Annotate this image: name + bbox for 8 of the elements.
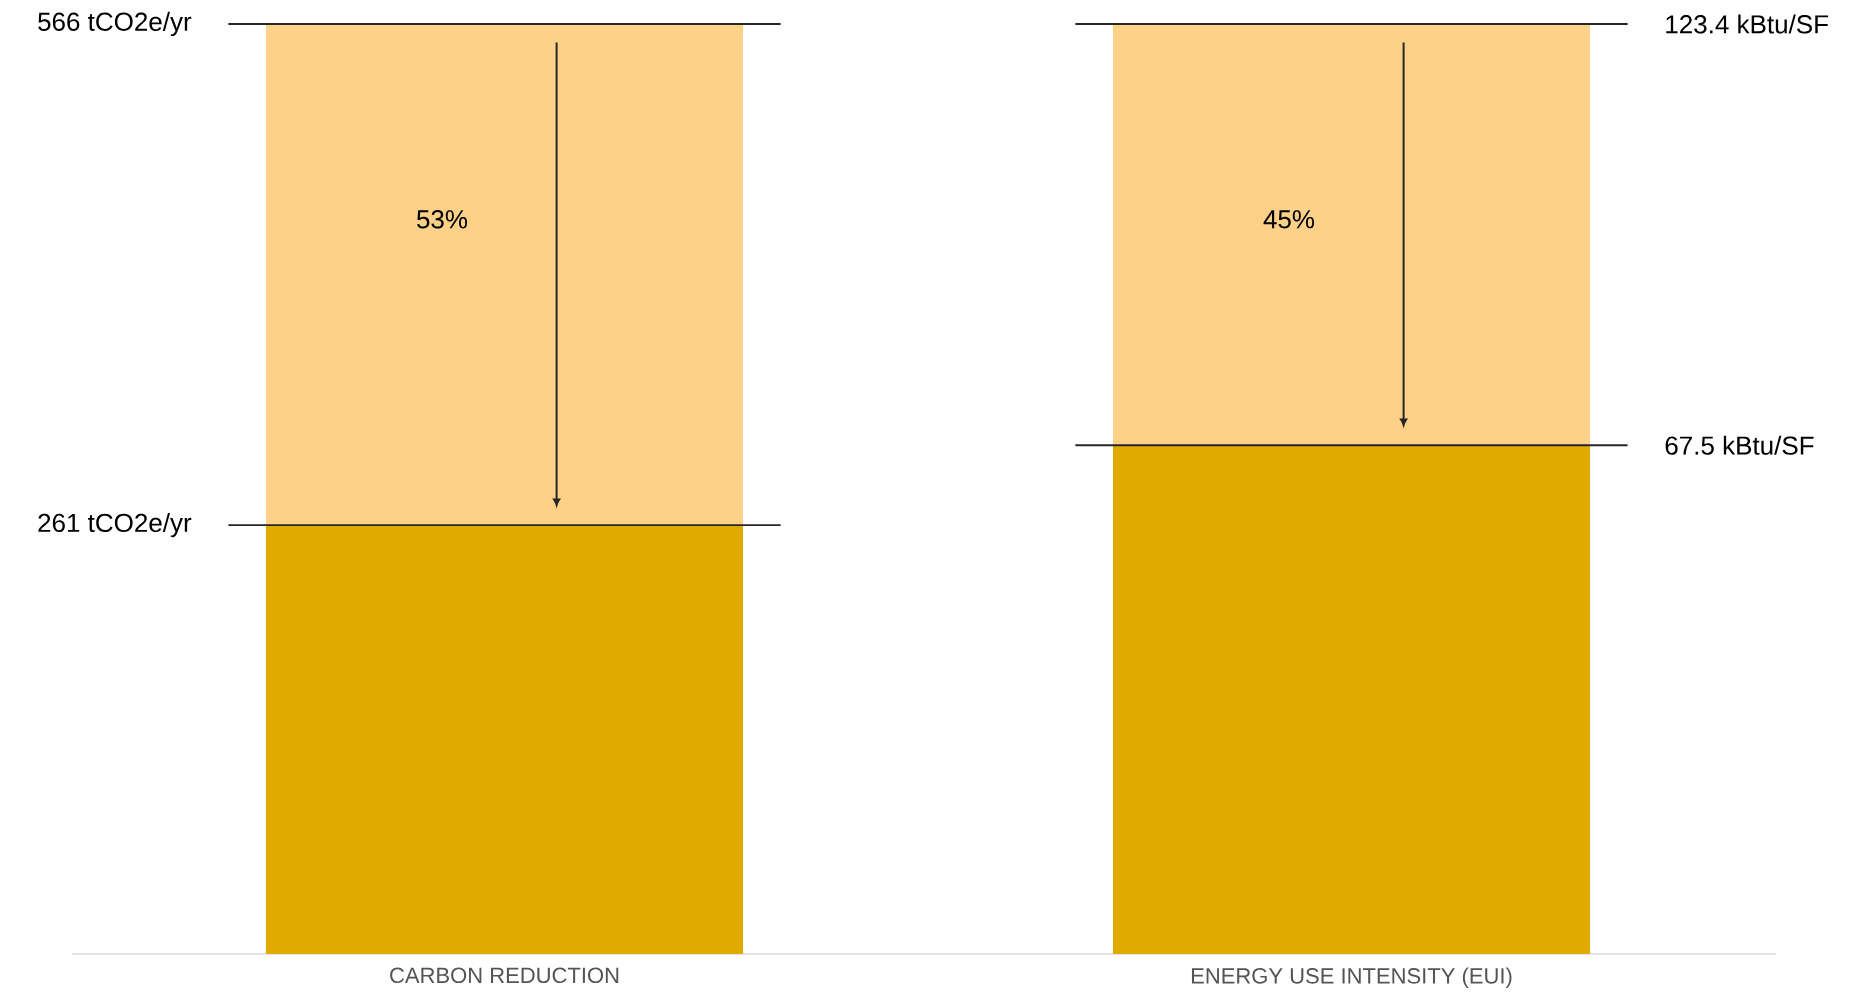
ref-line-label: 261 tCO2e/yr (38, 513, 192, 538)
x-tick-label: ENERGY USE INTENSITY (EUI) (1191, 967, 1512, 989)
ref-line-label: 67.5 kBtu/SF (1665, 435, 1814, 455)
x-tick-label: CARBON REDUCTION (390, 967, 619, 984)
annotation: 45% (1263, 210, 1315, 229)
annotation: 53% (417, 210, 468, 229)
ref-line-label: 123.4 kBtu/SF (1666, 14, 1828, 34)
ref-line-label: 566 tCO2e/yr (38, 11, 192, 37)
